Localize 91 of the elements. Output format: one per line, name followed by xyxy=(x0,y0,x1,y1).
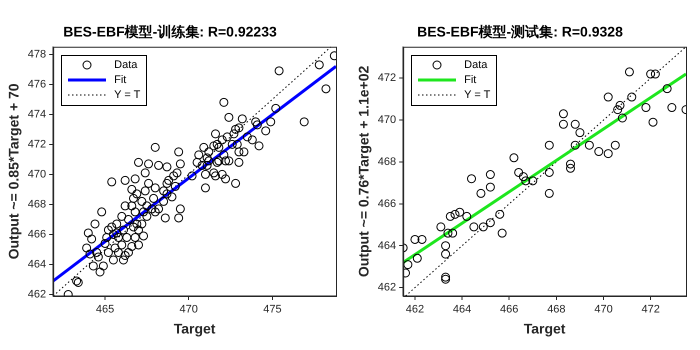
point xyxy=(418,234,427,244)
x-tick-label: 470 xyxy=(594,304,613,316)
point xyxy=(575,128,584,138)
point xyxy=(594,147,604,156)
y-tick-label: 476 xyxy=(28,78,46,90)
y-tick-label: 466 xyxy=(28,228,46,240)
y-tick-label: 464 xyxy=(378,240,396,252)
point xyxy=(518,172,528,182)
point xyxy=(641,103,650,112)
point xyxy=(462,212,472,221)
x-tick-label: 475 xyxy=(263,304,282,316)
point xyxy=(604,92,613,102)
y-tick-label: 468 xyxy=(378,156,396,168)
x-axis-title: Target xyxy=(524,320,566,336)
point xyxy=(441,274,450,284)
point xyxy=(662,84,672,94)
y-axis-title: Output ~= 0.76*Target + 1.1e+02 xyxy=(355,65,372,278)
y-tick-label: 470 xyxy=(378,114,396,126)
point xyxy=(544,168,554,177)
point xyxy=(610,140,620,150)
legend-label: Data xyxy=(114,59,138,72)
point xyxy=(476,188,486,198)
point xyxy=(441,272,450,282)
point xyxy=(627,92,636,102)
y-tick-label: 462 xyxy=(378,282,396,294)
point xyxy=(446,212,455,221)
point xyxy=(521,176,530,186)
x-axis-title: Target xyxy=(174,320,216,336)
point xyxy=(584,140,594,150)
point xyxy=(618,114,627,122)
y-tick-label: 478 xyxy=(28,48,46,60)
point xyxy=(412,254,422,263)
chart-title: BES-EBF模型-测试集: R=0.9328 xyxy=(417,23,624,40)
point xyxy=(544,188,554,198)
point xyxy=(441,250,450,259)
point xyxy=(667,103,676,112)
point xyxy=(566,160,576,169)
point xyxy=(495,210,504,219)
x-tick-label: 465 xyxy=(96,304,114,316)
point xyxy=(455,208,464,217)
point xyxy=(450,210,460,219)
legend-label: Fit xyxy=(464,74,476,86)
point xyxy=(648,118,658,127)
point xyxy=(646,70,656,79)
point xyxy=(650,70,660,79)
x-tick-label: 468 xyxy=(547,304,566,316)
point xyxy=(410,234,420,244)
y-tick-label: 474 xyxy=(28,108,46,120)
point xyxy=(624,67,634,76)
y-tick-label: 466 xyxy=(378,198,396,210)
point xyxy=(528,176,538,186)
point xyxy=(403,260,412,270)
y-tick-label: 468 xyxy=(28,198,46,210)
point xyxy=(616,100,625,110)
chart-title: BES-EBF模型-训练集: R=0.92233 xyxy=(63,23,277,40)
y-tick-label: 464 xyxy=(28,258,46,271)
x-tick-label: 472 xyxy=(641,304,660,316)
point xyxy=(604,149,613,158)
point xyxy=(469,222,478,232)
point xyxy=(467,174,476,184)
point xyxy=(486,170,495,180)
legend-label: Y = T xyxy=(114,89,140,102)
y-tick-label: 470 xyxy=(28,168,46,180)
point xyxy=(486,218,495,228)
x-tick-label: 466 xyxy=(500,304,518,316)
x-tick-label: 470 xyxy=(180,304,198,316)
point xyxy=(478,222,488,232)
point xyxy=(443,228,452,238)
y-axis-title: Output ~= 0.85*Target + 70 xyxy=(5,83,22,260)
point xyxy=(441,241,450,250)
y-tick-label: 462 xyxy=(28,288,46,301)
point xyxy=(570,140,580,150)
point xyxy=(509,153,518,162)
x-tick-label: 464 xyxy=(452,304,472,316)
x-tick-label: 462 xyxy=(406,304,424,316)
point xyxy=(558,109,568,118)
point xyxy=(514,168,524,177)
y-tick-label: 472 xyxy=(378,72,396,84)
point xyxy=(486,182,495,192)
legend-label: Fit xyxy=(114,74,126,86)
point xyxy=(498,228,507,238)
legend-label: Data xyxy=(464,59,488,72)
point xyxy=(613,105,622,114)
y-tick-label: 472 xyxy=(28,138,46,150)
legend-label: Y = T xyxy=(464,89,490,102)
point xyxy=(436,222,446,232)
point xyxy=(570,120,580,129)
point xyxy=(544,140,554,150)
point xyxy=(558,120,568,129)
point xyxy=(566,164,576,173)
point xyxy=(448,228,458,238)
